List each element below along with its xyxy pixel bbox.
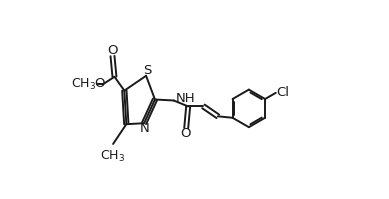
Text: CH$_3$: CH$_3$ — [100, 149, 125, 164]
Text: N: N — [140, 122, 149, 135]
Text: O: O — [180, 127, 191, 140]
Text: O: O — [95, 77, 105, 90]
Text: S: S — [143, 64, 151, 77]
Text: Cl: Cl — [277, 86, 290, 99]
Text: O: O — [107, 44, 118, 57]
Text: NH: NH — [176, 92, 196, 105]
Text: CH$_3$: CH$_3$ — [70, 77, 96, 92]
